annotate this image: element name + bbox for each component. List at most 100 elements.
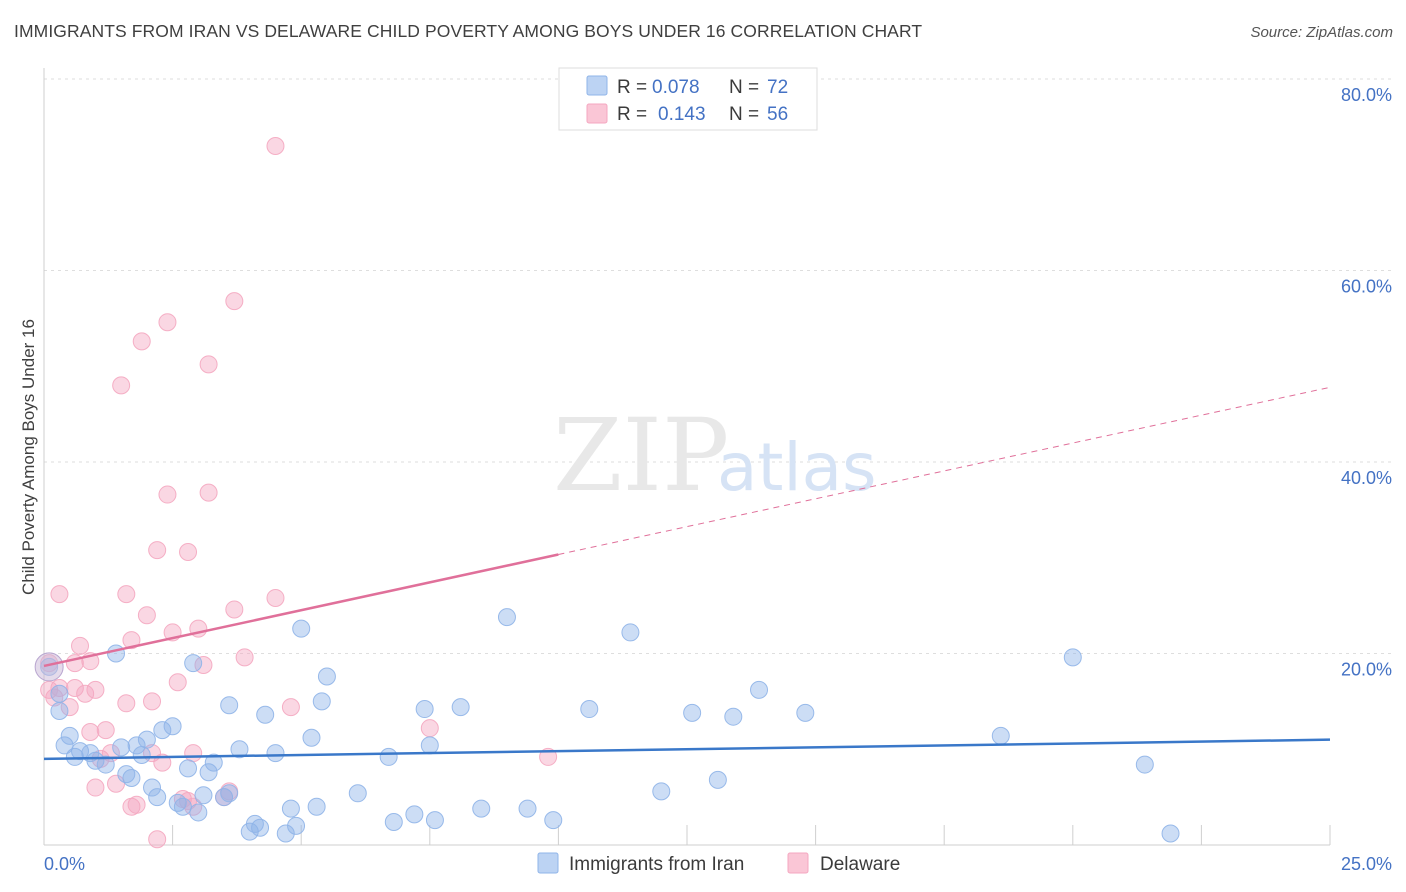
iran-point-27 <box>199 763 218 782</box>
delaware-point-42 <box>199 483 218 502</box>
iran-point-45 <box>317 667 336 686</box>
delaware-point-48 <box>235 648 254 667</box>
iran-point-11 <box>112 738 131 757</box>
iran-point-1 <box>50 701 69 720</box>
iran-point-26 <box>194 786 213 805</box>
iran-point-8 <box>86 751 105 770</box>
delaware-point-3 <box>50 585 69 604</box>
iran-point-40 <box>287 816 306 835</box>
legend-swatch-delaware <box>586 103 608 124</box>
delaware-point-34 <box>168 673 187 692</box>
delaware-point-39 <box>184 797 203 816</box>
y-tick-label-1: 40.0% <box>1341 468 1392 488</box>
watermark-atlas: atlas <box>717 429 877 506</box>
iran-point-35 <box>251 818 270 837</box>
iran-point-49 <box>405 805 424 824</box>
delaware-point-28 <box>148 541 167 560</box>
delaware-point-31 <box>158 313 177 332</box>
iran-point-17 <box>143 778 162 797</box>
series-legend: Immigrants from Iran Delaware <box>537 852 900 875</box>
delaware-point-46 <box>225 600 244 619</box>
iran-point-20 <box>163 717 182 736</box>
delaware-point-47 <box>225 292 244 311</box>
iran-point-63 <box>724 707 743 726</box>
page-title: IMMIGRANTS FROM IRAN VS DELAWARE CHILD P… <box>14 21 923 41</box>
delaware-point-53 <box>539 747 558 766</box>
delaware-point-38 <box>184 744 203 763</box>
iran-point-15 <box>132 745 151 764</box>
legend-swatch-iran <box>586 75 608 96</box>
stats-legend: R = 0.078 N = 72 R = 0.143 N = 56 <box>558 67 818 131</box>
iran-point-4 <box>60 726 79 745</box>
iran-point-62 <box>708 770 727 789</box>
delaware-point-9 <box>76 684 95 703</box>
x-tick-marks <box>172 825 1331 845</box>
iran-point-22 <box>173 797 192 816</box>
delaware-point-18 <box>112 376 131 395</box>
trend-line-solid-1 <box>43 553 559 668</box>
delaware-point-29 <box>148 830 167 849</box>
iran-point-58 <box>580 700 599 719</box>
iran-point-53 <box>451 698 470 717</box>
x-tick-label-max: 25.0% <box>1341 854 1392 874</box>
iran-point-9 <box>96 755 115 774</box>
iran-point-2 <box>50 684 69 703</box>
iran-point-25 <box>189 803 208 822</box>
legend-r-label-delaware: R = <box>617 104 647 125</box>
y-tick-labels: 20.0% 40.0% 60.0% 80.0% <box>1341 85 1392 680</box>
delaware-point-20 <box>117 694 136 713</box>
iran-point-69 <box>1161 824 1180 843</box>
iran-point-61 <box>683 703 702 722</box>
iran-point-5 <box>65 747 84 766</box>
iran-point-46 <box>348 784 367 803</box>
delaware-point-25 <box>137 606 156 625</box>
iran-point-56 <box>518 799 537 818</box>
delaware-point-23 <box>127 795 146 814</box>
legend-r-value-delaware: 0.143 <box>658 104 706 125</box>
iran-point-54 <box>472 799 491 818</box>
legend-n-value-delaware: 56 <box>767 104 788 125</box>
iran-point-47 <box>379 747 398 766</box>
legend-n-label-delaware: N = <box>729 104 759 125</box>
bottom-legend-swatch-delaware <box>787 852 809 874</box>
iran-point-32 <box>230 740 249 759</box>
trend-lines <box>43 386 1331 761</box>
legend-r-value-iran: 0.078 <box>652 77 700 98</box>
iran-point-16 <box>137 730 156 749</box>
iran-point-68 <box>1135 755 1154 774</box>
y-tick-label-2: 60.0% <box>1341 277 1392 297</box>
delaware-point-43 <box>199 355 218 374</box>
y-axis-label: Child Poverty Among Boys Under 16 <box>19 319 38 595</box>
iran-point-10 <box>107 644 126 663</box>
iran-point-43 <box>307 797 326 816</box>
iran-point-18 <box>148 788 167 807</box>
delaware-point-19 <box>117 585 136 604</box>
delaware-point-27 <box>143 692 162 711</box>
iran-point-64 <box>750 680 769 699</box>
y-tick-label-0: 20.0% <box>1341 660 1392 680</box>
iran-point-23 <box>179 759 198 778</box>
iran-point-57 <box>544 811 563 830</box>
watermark-zip: ZIP <box>553 397 729 514</box>
delaware-point-52 <box>420 719 439 738</box>
iran-point-39 <box>281 799 300 818</box>
iran-point-44 <box>312 692 331 711</box>
x-tick-label-min: 0.0% <box>44 854 85 874</box>
iran-point-37 <box>266 744 285 763</box>
legend-n-label-iran: N = <box>729 77 759 98</box>
iran-point-36 <box>256 705 275 724</box>
delaware-point-51 <box>281 698 300 717</box>
iran-point-41 <box>292 619 311 638</box>
iran-point-30 <box>220 784 239 803</box>
legend-n-value-iran: 72 <box>767 77 788 98</box>
delaware-point-7 <box>65 678 84 697</box>
trend-line-solid-0 <box>43 738 1331 761</box>
iran-point-51 <box>420 736 439 755</box>
iran-point-24 <box>184 654 203 673</box>
iran-point-48 <box>384 813 403 832</box>
delaware-point-36 <box>179 543 198 562</box>
source-note: Source: ZipAtlas.com <box>1250 24 1393 41</box>
delaware-point-12 <box>86 680 105 699</box>
iran-point-38 <box>276 824 295 843</box>
